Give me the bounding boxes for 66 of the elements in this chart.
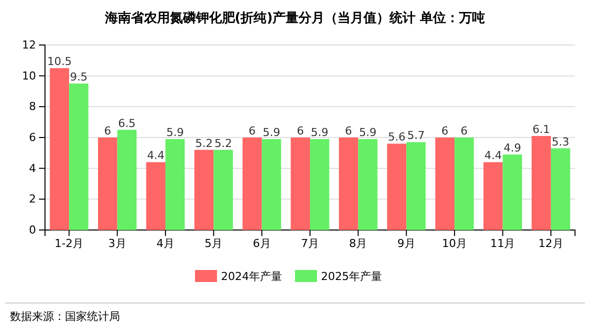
chart-title: 海南省农用氮磷钾化肥(折纯)产量分月（当月值）统计 单位：万吨 [104,10,486,26]
bar [165,139,185,230]
bar [242,138,262,230]
data-label: 4.4 [147,149,165,162]
y-tick-label: 0 [29,224,36,237]
data-label: 6 [248,124,256,138]
data-label: 6 [104,124,112,138]
y-tick-label: 12 [22,38,36,52]
data-label: 6.5 [118,116,136,130]
bar [358,139,378,230]
bar [262,139,282,230]
bar [69,84,88,230]
bar [146,162,166,230]
data-label: 5.3 [552,135,570,148]
bar [338,138,358,230]
bar [98,138,118,230]
bar [550,148,570,230]
x-tick-label: 12月 [538,236,564,250]
data-label: 5.6 [388,130,406,144]
x-tick-label: 8月 [349,236,368,250]
x-tick-label: 1-2月 [54,236,84,250]
bar [454,138,474,230]
data-label: 6 [296,124,304,138]
x-tick-label: 4月 [156,236,174,250]
bar [483,162,503,230]
data-label: 10.5 [47,55,72,68]
bar [290,138,310,230]
data-label: 5.9 [262,126,280,140]
data-label: 5.9 [310,126,328,140]
bar [387,144,406,230]
data-label: 6.1 [532,122,550,136]
data-label: 5.9 [166,126,184,140]
bar [502,154,522,230]
legend-label: 2024年产量 [221,270,282,283]
data-label: 6 [345,124,352,138]
y-tick-label: 6 [29,131,36,144]
y-tick-label: 2 [29,192,36,206]
bar [532,136,551,230]
y-tick-label: 8 [29,100,36,114]
y-tick-label: 10 [22,69,36,82]
data-label: 5.9 [359,126,377,140]
data-label: 4.4 [484,149,502,162]
legend-label: 2025年产量 [321,270,382,283]
x-tick-label: 11月 [490,236,516,250]
bar [50,68,70,230]
bar [435,138,455,230]
x-tick-label: 5月 [204,236,223,250]
data-label: 6 [441,124,448,138]
bar [194,150,214,230]
data-label: 5.7 [407,129,425,142]
data-label: 6 [460,124,468,138]
bar [117,130,137,230]
source-note: 数据来源：国家统计局 [10,310,120,323]
bar [214,150,233,230]
data-label: 4.9 [504,141,522,154]
x-tick-label: 6月 [252,236,271,250]
x-tick-label: 9月 [397,236,416,250]
x-tick-label: 7月 [301,236,319,250]
x-tick-label: 3月 [108,236,126,250]
x-tick-label: 10月 [442,236,468,250]
data-label: 9.5 [70,70,88,84]
data-label: 5.2 [195,136,213,150]
bar [310,139,330,230]
data-label: 5.2 [214,136,232,150]
bar [406,142,426,230]
y-tick-label: 4 [29,162,36,175]
